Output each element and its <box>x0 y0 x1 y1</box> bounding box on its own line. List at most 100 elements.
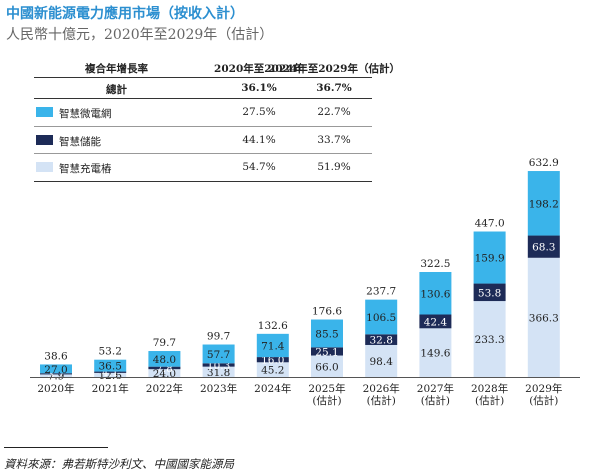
x-tick-label: 2022年 <box>146 382 183 395</box>
data-label: 233.3 <box>475 334 505 346</box>
data-label: 57.7 <box>207 349 230 361</box>
cagr-row-v1: 54.7% <box>242 161 276 173</box>
legend-swatch-charging <box>36 162 53 172</box>
bar-segment-1 <box>365 334 398 345</box>
x-tick-label: 2026年 <box>363 382 400 395</box>
legend-swatch-microgrid <box>36 107 53 117</box>
legend-swatch-storage <box>36 134 53 145</box>
cagr-table: 複合年增長率 2020年至2024年 2024年至2029年（估計） 總計 36… <box>34 57 400 182</box>
data-label: 53.8 <box>478 287 501 299</box>
total-label: 99.7 <box>207 331 230 343</box>
cagr-total-v2: 36.7% <box>316 82 352 94</box>
x-tick-label: (估計) <box>529 394 558 407</box>
data-label: 12.6 <box>99 370 123 382</box>
data-label: 198.2 <box>529 198 559 210</box>
bar-segment-0 <box>419 328 452 377</box>
cagr-row-label: 智慧充電樁 <box>59 163 112 175</box>
cagr-row-storage: 智慧儲能 44.1% 33.7% <box>34 127 372 154</box>
x-tick-label: 2025年 <box>308 382 345 395</box>
data-label: 36.5 <box>99 361 122 373</box>
bar-segment-1 <box>256 357 289 363</box>
total-label: 632.9 <box>529 157 559 169</box>
cagr-header-period-2: 2024年至2029年（估計） <box>268 63 400 75</box>
data-label: 85.5 <box>315 328 338 340</box>
data-label: 366.3 <box>529 312 559 324</box>
source-note: 資料來源：弗若斯特沙利文、中國國家能源局 <box>4 457 234 471</box>
bar-segment-1 <box>40 373 72 375</box>
data-label: 130.6 <box>420 288 450 300</box>
data-label: 42.4 <box>424 316 448 328</box>
data-label: 66.0 <box>315 361 338 373</box>
cagr-total-row: 總計 36.1% 36.7% <box>34 78 372 99</box>
bar-segment-0 <box>473 301 506 377</box>
total-label: 38.6 <box>44 350 68 362</box>
total-label: 79.7 <box>153 337 176 349</box>
chart-subtitle: 人民幣十億元，2020年至2029年（估計） <box>6 27 274 43</box>
x-tick-label: (估計) <box>475 394 504 407</box>
bar-segment-1 <box>527 235 560 258</box>
total-label: 447.0 <box>475 218 505 230</box>
bar-segment-2 <box>40 364 72 374</box>
bar-segment-2 <box>527 171 560 236</box>
bar-segment-2 <box>365 299 398 335</box>
cagr-header-period-1: 2020年至2024年 <box>214 63 304 75</box>
data-label: 32.8 <box>370 335 393 347</box>
data-label: 159.9 <box>475 253 505 265</box>
cagr-row-v2: 51.9% <box>317 161 351 173</box>
bar-segment-2 <box>311 319 343 348</box>
total-label: 132.6 <box>258 320 288 332</box>
data-label: 149.6 <box>420 348 450 360</box>
cagr-row-label: 智慧微電網 <box>59 108 112 120</box>
bar-segment-0 <box>527 257 560 377</box>
bar-segment-0 <box>311 355 343 377</box>
data-label: 68.3 <box>532 242 555 254</box>
data-label: 48.0 <box>153 354 176 366</box>
cagr-header-label: 複合年增長率 <box>85 63 148 75</box>
cagr-total-label: 總計 <box>106 84 127 96</box>
stacked-bar-chart: 7.93.727.038.62020年12.64.136.553.22021年2… <box>30 157 580 407</box>
x-tick-label: 2027年 <box>417 382 454 395</box>
data-label: 25.1 <box>315 346 338 358</box>
bar-segment-2 <box>202 344 235 364</box>
data-label: 45.2 <box>261 365 284 377</box>
x-tick-label: 2021年 <box>92 382 129 395</box>
bar-segment-2 <box>148 351 181 367</box>
bar-segment-1 <box>473 283 506 302</box>
bar-segment-1 <box>148 366 181 370</box>
total-label: 53.2 <box>99 346 122 358</box>
bar-segment-0 <box>94 372 127 377</box>
x-tick-label: 2028年 <box>471 382 508 395</box>
total-label: 322.5 <box>420 258 450 270</box>
cagr-header-row: 複合年增長率 2020年至2024年 2024年至2029年（估計） <box>34 57 400 78</box>
bar-segment-2 <box>94 359 127 372</box>
footnote-rule <box>4 447 108 448</box>
x-tick-label: 2023年 <box>200 382 237 395</box>
data-label: 27.0 <box>44 364 67 376</box>
cagr-row-charging: 智慧充電樁 54.7% 51.9% <box>34 154 372 182</box>
bar-segment-2 <box>256 333 289 358</box>
x-tick-label: 2024年 <box>254 382 291 395</box>
data-label: 31.8 <box>207 367 230 379</box>
x-tick-label: (估計) <box>367 394 396 407</box>
x-tick-label: (估計) <box>312 394 341 407</box>
bar-segment-1 <box>94 371 127 373</box>
cagr-row-v2: 22.7% <box>317 106 351 118</box>
cagr-row-v1: 44.1% <box>242 133 276 146</box>
cagr-row-v1: 27.5% <box>242 106 276 118</box>
bar-segment-1 <box>202 363 235 367</box>
data-label: 106.5 <box>366 312 396 324</box>
bar-segment-1 <box>419 314 452 329</box>
bar-segment-0 <box>148 369 181 377</box>
total-label: 176.6 <box>312 306 342 318</box>
bar-segment-0 <box>365 344 398 377</box>
cagr-row-microgrid: 智慧微電網 27.5% 22.7% <box>34 99 372 127</box>
data-label: 98.4 <box>370 356 394 368</box>
bar-segment-0 <box>40 374 72 377</box>
chart-title: 中國新能源電力應用市場（按收入計） <box>6 6 244 22</box>
data-label: 71.4 <box>261 340 285 352</box>
cagr-row-v2: 33.7% <box>317 133 351 146</box>
x-tick-label: 2029年 <box>525 382 562 395</box>
bar-segment-2 <box>473 231 506 284</box>
data-label: 16.0 <box>261 355 284 367</box>
x-tick-label: 2020年 <box>37 382 74 395</box>
